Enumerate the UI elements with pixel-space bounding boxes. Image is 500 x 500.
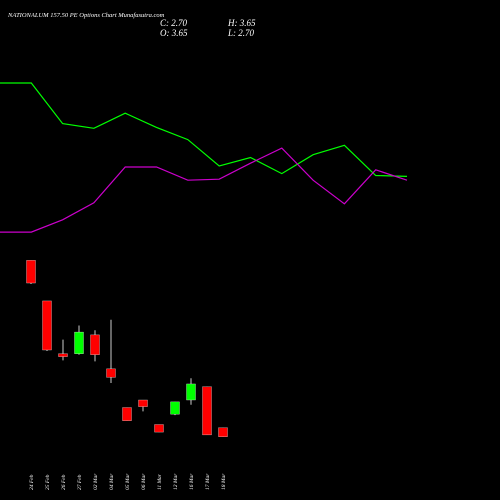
x-tick-label: 11 Mar: [157, 473, 163, 490]
x-tick-label: 18 Mar: [221, 473, 227, 490]
high-label: H: 3.65: [227, 18, 256, 28]
x-tick-label: 06 Mar: [141, 473, 147, 490]
x-tick-label: 25 Feb: [45, 474, 51, 490]
candle-body: [26, 260, 36, 284]
candle-body: [74, 331, 84, 354]
x-tick-label: 05 Mar: [125, 473, 131, 490]
indicator-line: [0, 82, 408, 177]
candle-body: [42, 300, 52, 351]
x-tick-label: 04 Mar: [108, 473, 115, 490]
candle-body: [58, 353, 68, 357]
candle-body: [106, 368, 116, 378]
candle-body: [90, 334, 100, 355]
x-tick-label: 27 Feb: [77, 474, 83, 490]
x-tick-label: 26 Feb: [61, 474, 67, 490]
candle-body: [170, 401, 180, 415]
x-tick-label: 16 Mar: [189, 473, 195, 490]
candle-body: [154, 424, 164, 433]
x-tick-label: 24 Feb: [28, 474, 35, 490]
candle-body: [218, 427, 228, 437]
candle-body: [122, 407, 132, 421]
candle-body: [202, 386, 212, 436]
x-tick-label: 17 Mar: [205, 473, 211, 490]
candle-body: [138, 399, 148, 407]
candle-body: [186, 383, 196, 401]
close-label: C: 2.70: [160, 18, 188, 28]
low-label: L: 2.70: [227, 28, 255, 38]
indicator-line: [0, 147, 408, 233]
chart-title: NATIONALUM 157.50 PE Options Chart Munaf…: [7, 12, 165, 19]
open-label: O: 3.65: [160, 28, 188, 38]
x-tick-label: 12 Mar: [173, 473, 179, 490]
x-tick-label: 02 Mar: [93, 473, 99, 490]
